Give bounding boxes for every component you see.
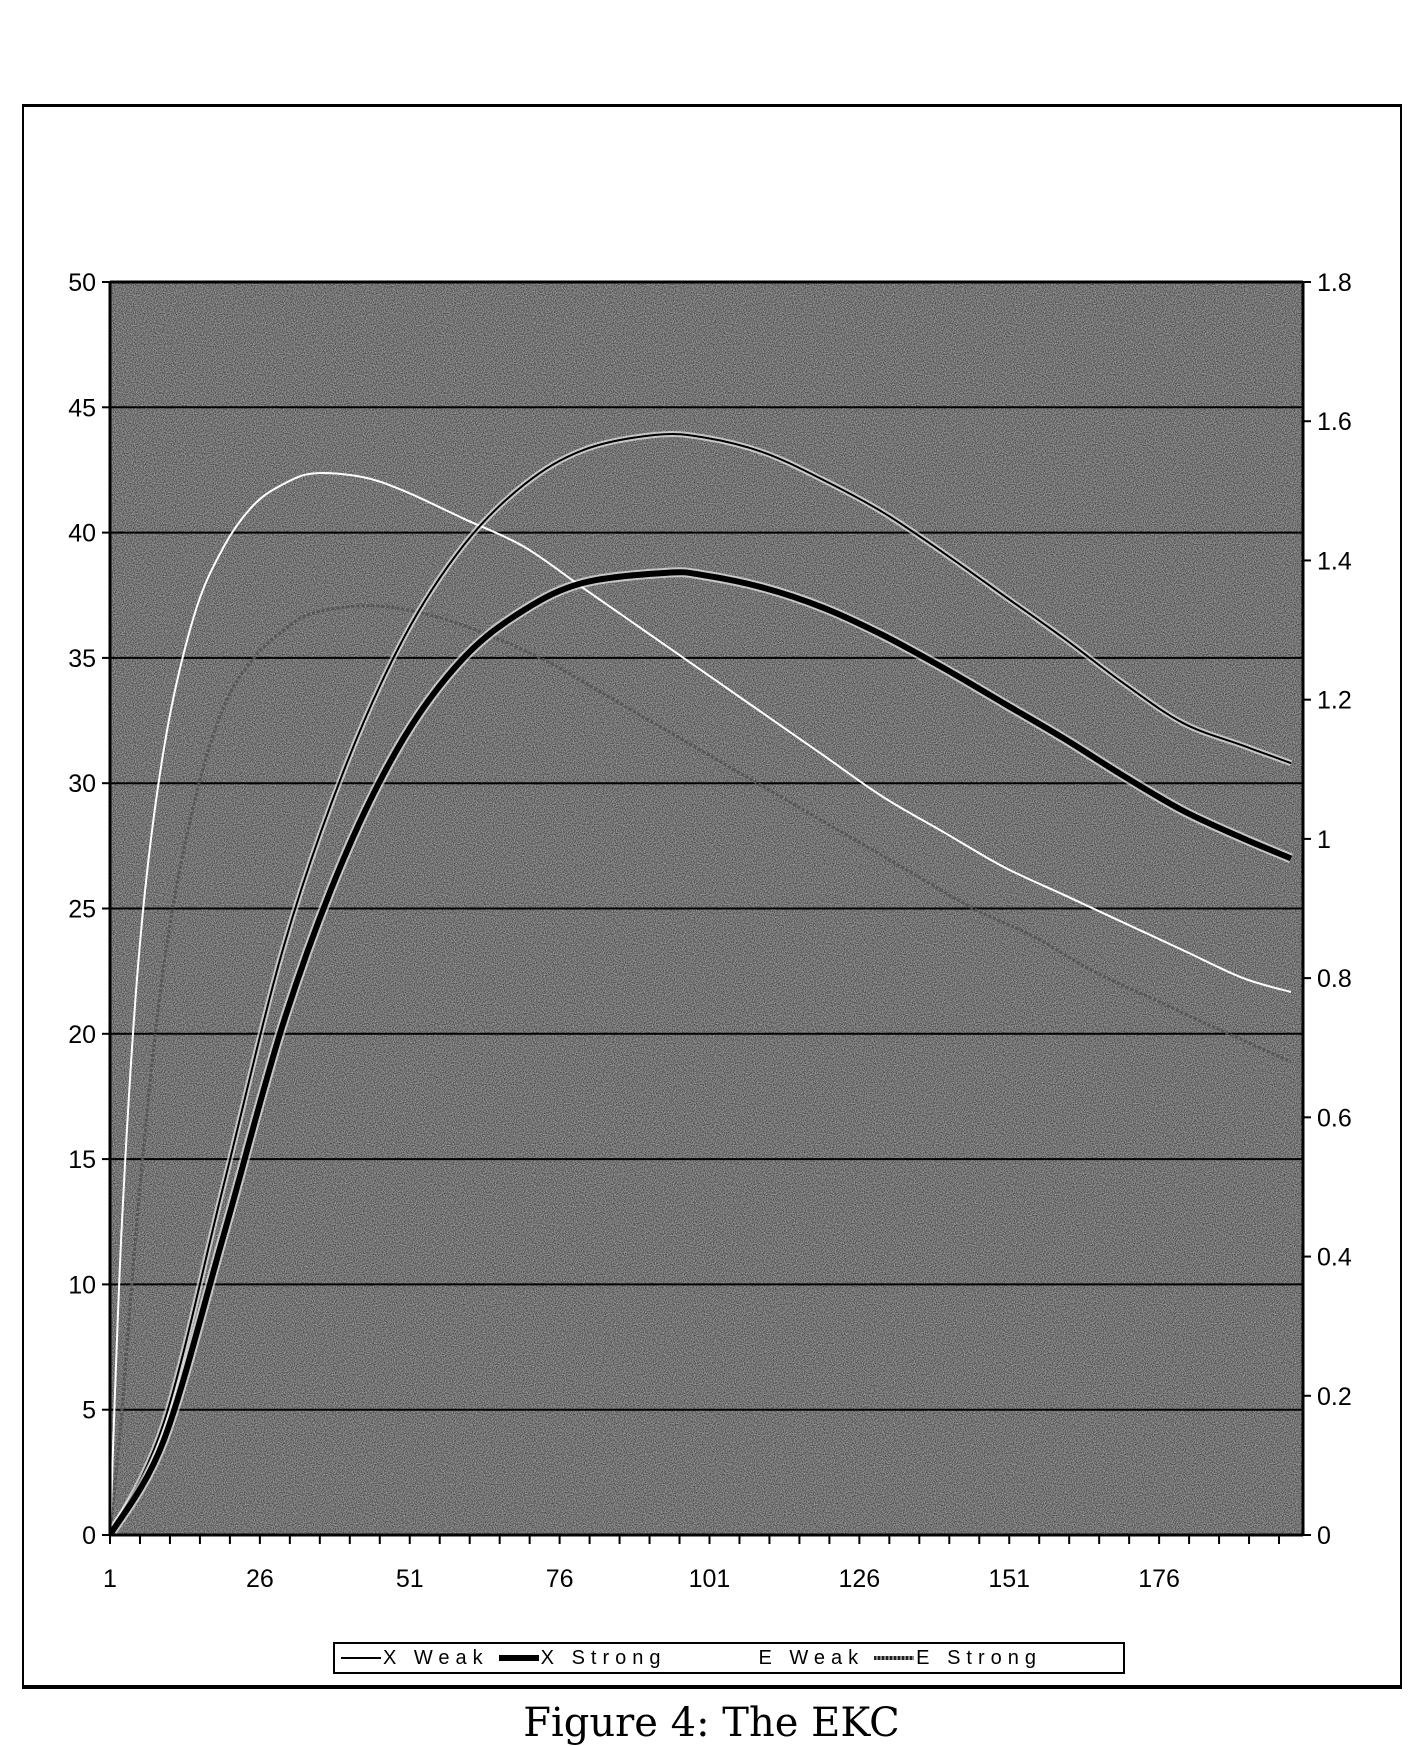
series-line-x-strong xyxy=(110,569,1293,1535)
x-axis-tick-label: 151 xyxy=(988,1565,1030,1593)
y-axis-tick-label: 10 xyxy=(68,1271,96,1299)
axes: 0 5 10 15 20 25 30 35 40 45 50 0 0.2 0.4 0.6 0.8 1 1.2 1.4… xyxy=(68,269,1352,1593)
y2-axis-tick-label: 1 xyxy=(1317,826,1331,854)
legend-item-x-weak: X Weak xyxy=(341,1647,489,1670)
series-layer xyxy=(110,430,1293,1535)
legend-label: E Strong xyxy=(916,1646,1042,1669)
y2-axis-tick-label: 0.8 xyxy=(1317,965,1352,993)
legend-label: X Strong xyxy=(540,1646,667,1669)
y-axis-tick-label: 20 xyxy=(68,1021,96,1049)
series-line-e-weak xyxy=(110,472,1292,1535)
y-axis-tick-label: 45 xyxy=(68,394,96,422)
y2-axis-tick-label: 0.6 xyxy=(1317,1104,1352,1132)
legend: X Weak X Strong E Weak E Strong xyxy=(333,1642,1125,1674)
legend-item-x-strong: X Strong xyxy=(498,1646,667,1670)
legend-item-e-strong: E Strong xyxy=(874,1647,1042,1670)
y-axis-tick-label: 40 xyxy=(68,520,96,548)
white-line-swatch-icon xyxy=(717,1657,757,1659)
x-axis-tick-label: 176 xyxy=(1138,1565,1180,1593)
y-axis-tick-label: 35 xyxy=(68,645,96,673)
x-axis-tick-label: 101 xyxy=(689,1565,731,1593)
thin-line-swatch-icon xyxy=(341,1657,381,1659)
y2-axis-tick-label: 1.8 xyxy=(1317,269,1352,297)
y-axis-tick-label: 0 xyxy=(82,1522,96,1550)
y-axis-tick-label: 15 xyxy=(68,1146,96,1174)
gray-line-swatch-icon xyxy=(874,1656,915,1660)
y2-axis-tick-label: 0.2 xyxy=(1317,1383,1352,1411)
x-axis-tick-label: 126 xyxy=(839,1565,881,1593)
plot-area xyxy=(110,282,1303,1535)
y-axis-tick-label: 5 xyxy=(82,1397,96,1425)
figure-caption: Figure 4: The EKC xyxy=(523,1700,900,1746)
y2-axis-tick-label: 0.4 xyxy=(1317,1244,1352,1272)
y-axis-tick-label: 30 xyxy=(68,770,96,798)
y2-axis-tick-label: 1.6 xyxy=(1317,408,1352,436)
legend-label: X Weak xyxy=(383,1646,489,1669)
legend-item-e-weak: E Weak xyxy=(717,1647,865,1670)
x-axis-tick-label: 26 xyxy=(246,1565,274,1593)
series-line-x-weak xyxy=(110,432,1292,1535)
y2-axis-tick-label: 1.4 xyxy=(1317,547,1352,575)
y-axis-tick-label: 50 xyxy=(68,269,96,297)
chart-frame xyxy=(22,104,1402,1689)
thick-line-swatch-icon xyxy=(498,1655,539,1661)
y2-axis-tick-label: 0 xyxy=(1317,1522,1331,1550)
x-axis-tick-label: 51 xyxy=(396,1565,424,1593)
legend-label: E Weak xyxy=(758,1646,865,1669)
y-axis-tick-label: 25 xyxy=(68,896,96,924)
x-axis-tick-label: 1 xyxy=(103,1565,117,1593)
y2-axis-tick-label: 1.2 xyxy=(1317,687,1352,715)
x-axis-tick-label: 76 xyxy=(546,1565,574,1593)
